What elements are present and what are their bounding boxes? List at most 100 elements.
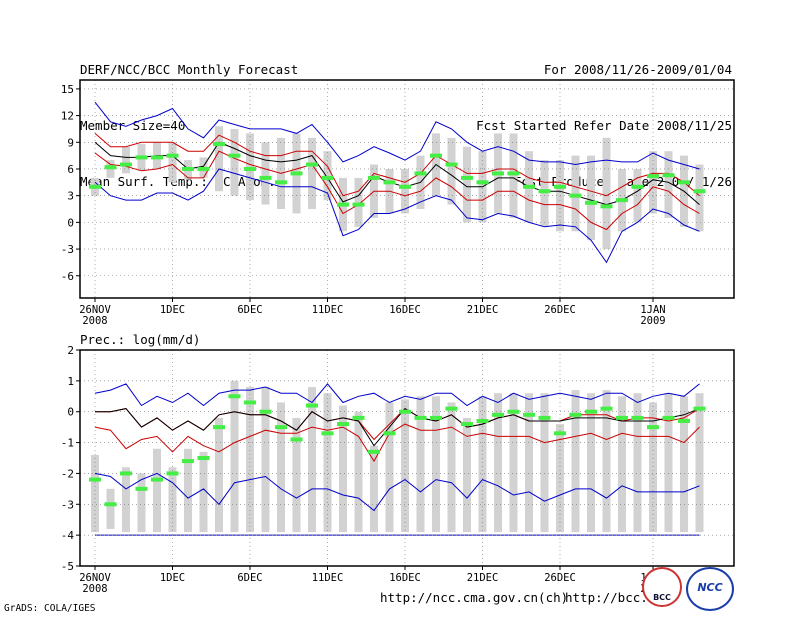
- y-tick-label: 3: [67, 190, 74, 203]
- x-tick-label: 6DEC: [237, 572, 262, 584]
- observed-marker: [306, 403, 318, 408]
- observed-marker: [89, 184, 101, 189]
- observed-marker: [678, 418, 690, 423]
- member-size: Member Size=40: [80, 118, 186, 133]
- observed-marker: [523, 412, 535, 417]
- observed-marker: [104, 502, 117, 507]
- observed-marker: [616, 198, 628, 203]
- spread-bar: [525, 393, 533, 533]
- y-tick-label: -4: [61, 529, 75, 542]
- observed-marker: [399, 409, 411, 414]
- observed-marker: [507, 171, 520, 176]
- spread-bar: [246, 133, 254, 201]
- ncc-url-link[interactable]: http://ncc.cma.gov.cn(ch): [380, 590, 569, 605]
- observed-marker: [414, 171, 427, 176]
- spread-bar: [416, 396, 425, 533]
- observed-marker: [523, 184, 535, 189]
- observed-marker: [569, 193, 582, 198]
- observed-marker: [275, 425, 287, 430]
- observed-marker: [399, 184, 411, 189]
- observed-marker: [244, 166, 256, 171]
- x-tick-label: 1DEC: [160, 572, 185, 584]
- y-tick-label: -5: [61, 560, 74, 573]
- observed-marker: [182, 459, 194, 464]
- spread-bar: [649, 151, 657, 214]
- x-tick-label: 16DEC: [389, 304, 421, 316]
- observed-marker: [337, 422, 349, 427]
- ncc-logo-icon: NCC: [686, 567, 734, 611]
- x-tick-year-label: 2009: [640, 315, 665, 327]
- observed-marker: [538, 189, 551, 194]
- spread-bar: [122, 146, 130, 174]
- x-tick-label: 26NOV: [79, 304, 111, 316]
- observed-marker: [693, 189, 706, 194]
- observed-marker: [151, 155, 163, 160]
- observed-marker: [166, 471, 179, 476]
- spread-bar: [354, 411, 363, 533]
- spread-bar: [618, 396, 626, 533]
- spread-bar: [199, 451, 208, 533]
- observed-marker: [197, 166, 210, 171]
- observed-marker: [213, 142, 225, 147]
- plot-frame: [79, 79, 735, 299]
- series-mean: [95, 407, 700, 447]
- spread-bar: [509, 133, 518, 218]
- y-tick-label: 1: [67, 375, 74, 388]
- observed-marker: [352, 415, 365, 420]
- observed-marker: [383, 180, 396, 185]
- observed-marker: [662, 173, 675, 178]
- spread-bar: [354, 177, 363, 227]
- spread-bar: [122, 467, 130, 533]
- spread-bar: [463, 146, 471, 223]
- y-tick-label: -6: [61, 270, 74, 283]
- observed-marker: [616, 415, 628, 420]
- spread-bar: [494, 393, 502, 533]
- observed-marker: [492, 171, 504, 176]
- series-mean: [94, 141, 700, 206]
- observed-marker: [414, 415, 427, 420]
- observed-marker: [461, 422, 473, 427]
- observed-marker: [476, 180, 489, 185]
- series-min: [94, 472, 700, 512]
- y-tick-label: 9: [67, 136, 74, 149]
- observed-marker: [228, 394, 241, 399]
- bcc-logo-icon: BCC: [642, 567, 682, 607]
- spread-bar: [261, 387, 270, 533]
- x-tick-label: 11DEC: [312, 572, 344, 584]
- observed-marker: [135, 486, 148, 491]
- observed-marker: [554, 184, 566, 189]
- spread-bar: [277, 402, 285, 533]
- observed-marker: [120, 471, 132, 476]
- spread-bar: [587, 393, 595, 533]
- spread-bar: [339, 405, 347, 533]
- observed-marker: [290, 437, 303, 442]
- observed-marker: [585, 200, 597, 205]
- plot-frame: [79, 349, 735, 567]
- observed-marker: [197, 456, 210, 460]
- header-title: DERF/NCC/BCC Monthly Forecast: [80, 62, 299, 77]
- observed-marker: [135, 155, 148, 160]
- spread-bar: [602, 137, 611, 250]
- spread-bar: [370, 445, 378, 533]
- spread-bar: [401, 399, 409, 533]
- observed-marker: [631, 184, 644, 189]
- spread-bar: [401, 168, 409, 214]
- bcc-url-link[interactable]: http://bcc.: [565, 590, 648, 605]
- observed-marker: [445, 406, 458, 411]
- spread-bar: [308, 387, 316, 533]
- spread-bar: [695, 393, 704, 533]
- x-tick-label: 11DEC: [312, 304, 344, 316]
- spread-bar: [246, 387, 254, 533]
- spread-bar: [168, 467, 177, 533]
- x-tick-label: 26DEC: [544, 304, 576, 316]
- observed-marker: [337, 202, 349, 207]
- spread-bar: [463, 417, 471, 533]
- observed-marker: [166, 153, 179, 158]
- observed-marker: [631, 415, 644, 420]
- spread-bar: [633, 393, 642, 533]
- x-tick-label: 1JAN: [640, 304, 665, 316]
- spread-bar: [680, 396, 688, 533]
- spread-bar: [137, 473, 146, 533]
